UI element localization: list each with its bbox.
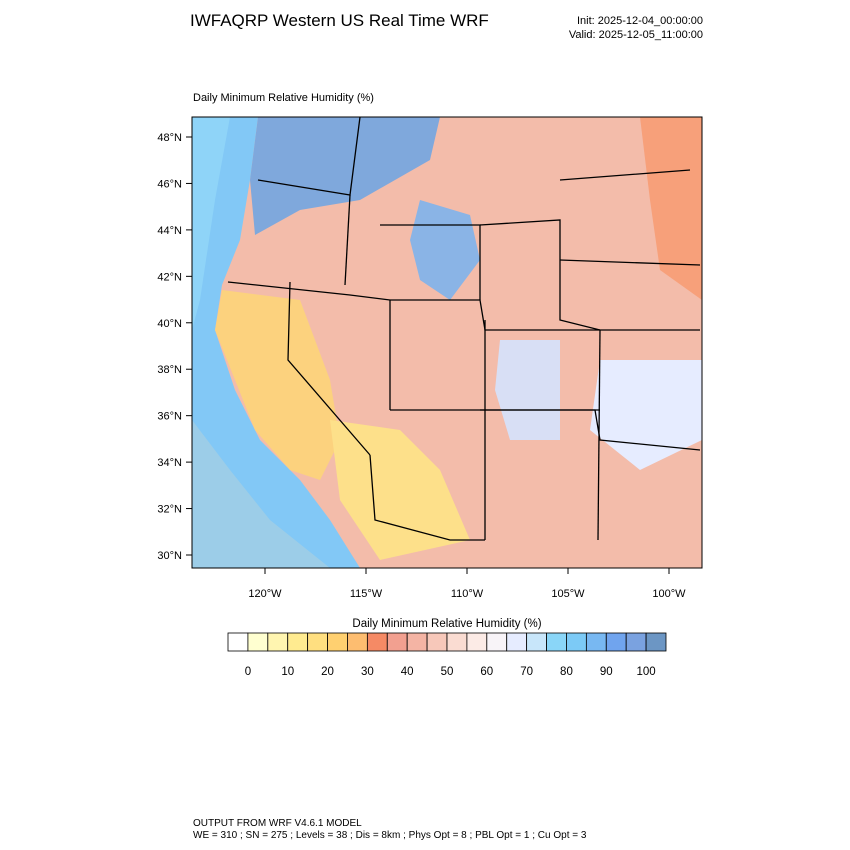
colorbar-label: 40 [401,666,414,678]
colorbar-box [466,632,488,652]
lat-label: 34°N [157,457,182,469]
state-lines [227,117,701,541]
lat-label: 42°N [157,271,182,283]
wet-northwest [250,117,440,235]
colorbar-box [446,632,468,652]
colorbar: 0 10 20 30 40 50 60 70 80 90 100 [227,632,667,678]
colorbar-box [506,632,528,652]
colorbar-box [327,632,348,652]
lat-label: 48°N [157,132,182,144]
colorbar-label: 70 [520,666,533,678]
colorbar-box [366,632,388,652]
colorbar-box [605,632,627,652]
colorbar-label: 90 [600,666,613,678]
colorbar-label: 50 [441,666,454,678]
colorbar-box [307,632,328,652]
ocean-south [192,420,330,568]
colorbar-box [287,632,309,652]
lon-label: 100°W [652,588,686,600]
colorbar-box [426,632,448,652]
colorbar-box [645,632,667,652]
lon-label: 115°W [350,588,383,600]
init-time: Init: 2025-12-04_00:00:00 [577,15,703,27]
colorbar-label: 100 [636,666,655,678]
footer-line: OUTPUT FROM WRF V4.6.1 MODEL [193,818,362,829]
colorbar-label: 10 [281,666,294,678]
colorbar-title: Daily Minimum Relative Humidity (%) [352,618,541,630]
colorbar-box [227,632,249,652]
colorbar-box [526,632,547,652]
map [191,116,703,569]
dry-california [215,290,340,480]
lat-label: 30°N [157,550,182,562]
lat-label: 40°N [157,318,182,330]
title: IWFAQRP Western US Real Time WRF [190,11,489,30]
colorbar-label: 20 [321,666,334,678]
colorbar-label: 60 [480,666,493,678]
lat-label: 36°N [157,411,182,423]
colorbar-label: 30 [361,666,374,678]
valid-time: Valid: 2025-12-05_11:00:00 [569,29,703,41]
map-frame [191,116,703,569]
colorbar-box [566,632,587,652]
wet-colorado [495,340,560,440]
colorbar-box [267,632,289,652]
colorbar-box [625,632,647,652]
lon-label: 105°W [551,588,585,600]
colorbar-box [546,632,567,652]
colorbar-box [406,632,428,652]
lat-label: 38°N [157,364,182,376]
colorbar-box [585,632,607,652]
colorbar-label: 80 [560,666,573,678]
colorbar-label: 0 [245,666,251,678]
ocean [192,117,360,568]
lat-label: 46°N [157,178,182,190]
colorbar-box [486,632,508,652]
footer-line: WE = 310 ; SN = 275 ; Levels = 38 ; Dis … [193,830,587,841]
ocean-north [192,117,230,330]
colorbar-box [347,632,368,652]
lon-label: 120°W [248,588,282,600]
map-title: Daily Minimum Relative Humidity (%) [193,92,374,104]
texas-plain [590,360,702,470]
colorbar-box [247,632,269,652]
colorbar-box [386,632,408,652]
dry-southwest [330,420,470,560]
lon-label: 110°W [451,588,484,600]
lat-label: 44°N [157,225,182,237]
lat-label: 32°N [157,504,182,516]
dry-plains [640,117,702,300]
